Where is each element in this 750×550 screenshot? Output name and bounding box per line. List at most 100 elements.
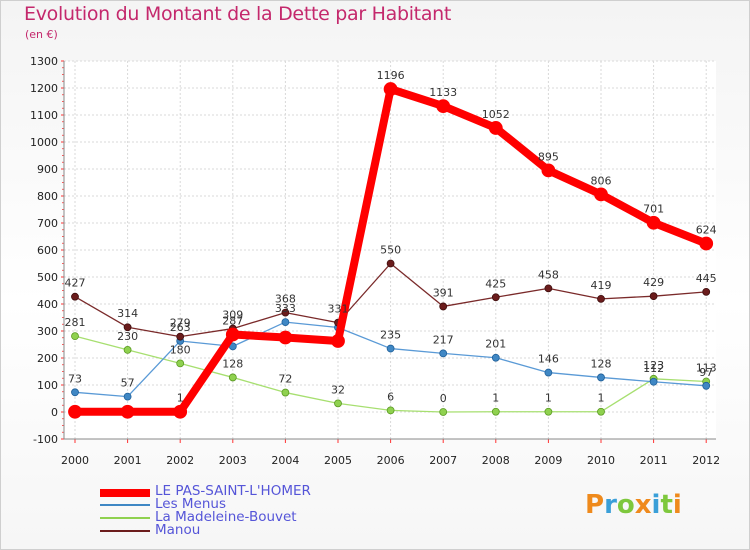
y-tick-label: 0 [51,406,58,419]
x-tick-label: 2005 [324,454,352,467]
data-label-la-madeleine-bouvet: 1 [545,392,552,405]
data-label-le-pas-saint-l-homer: 701 [643,203,664,216]
x-tick-label: 2012 [692,454,720,467]
data-point-le-pas-saint-l-homer [436,99,451,113]
y-tick-label: 800 [37,190,58,203]
data-point-manou [544,284,553,293]
data-point-la-madeleine-bouvet [491,407,500,416]
data-label-manou: 309 [222,309,243,322]
data-point-le-pas-saint-l-homer [699,236,714,251]
x-tick-label: 2004 [271,454,299,467]
legend-label-la-madeleine-bouvet: La Madeleine-Bouvet [155,509,297,525]
logo-letter: i [672,490,682,520]
data-point-la-madeleine-bouvet [334,399,342,408]
y-tick-label: 200 [37,352,58,365]
y-tick-label: 1100 [30,109,58,122]
data-label-la-madeleine-bouvet: 113 [696,361,717,374]
data-point-les-menus [702,381,711,390]
data-point-le-pas-saint-l-homer [278,330,293,345]
data-point-la-madeleine-bouvet [176,359,185,368]
data-label-la-madeleine-bouvet: 180 [170,343,191,356]
logo-letter: x [634,490,652,520]
legend-label-le-pas-saint-l-homer: LE PAS-SAINT-L'HOMER [155,483,311,499]
data-label-la-madeleine-bouvet: 128 [222,357,243,370]
data-point-le-pas-saint-l-homer [120,404,135,419]
legend-swatch-le-pas-saint-l-homer [100,489,150,497]
data-point-les-menus [281,318,290,326]
data-point-la-madeleine-bouvet [123,345,132,354]
data-point-manou [649,292,658,301]
data-label-les-menus: 128 [591,357,612,370]
data-label-le-pas-saint-l-homer: 1052 [482,108,510,121]
legend-label-les-menus: Les Menus [155,496,227,512]
data-label-manou: 368 [275,293,296,306]
legend-swatch-manou [100,530,150,532]
x-tick-label: 2010 [587,454,615,467]
data-label-manou: 427 [65,277,86,290]
data-label-la-madeleine-bouvet: 6 [387,390,394,403]
y-tick-label: 600 [37,244,58,257]
x-tick-label: 2002 [166,454,194,467]
data-label-manou: 550 [380,244,401,257]
logo-letter: r [604,490,617,520]
data-label-les-menus: 235 [380,329,401,342]
data-label-la-madeleine-bouvet: 32 [331,383,345,396]
y-tick-label: -100 [33,433,58,446]
data-point-manou [71,292,79,301]
data-point-le-pas-saint-l-homer [225,327,240,342]
chart-title: Evolution du Montant de la Dette par Hab… [24,3,452,25]
data-point-manou [281,308,290,317]
data-label-les-menus: 97 [699,366,713,379]
data-point-les-menus [439,349,448,358]
data-label-manou: 429 [643,276,664,289]
y-tick-label: 300 [37,325,58,338]
x-tick-label: 2006 [377,454,405,467]
data-label-le-pas-saint-l-homer: 895 [538,150,559,163]
data-point-le-pas-saint-l-homer [331,334,345,348]
data-label-la-madeleine-bouvet: 230 [117,330,138,343]
y-tick-label: 100 [37,379,58,392]
y-tick-label: 900 [37,163,58,176]
data-point-manou [597,294,605,303]
data-point-manou [176,332,185,341]
data-label-les-menus: 57 [121,377,135,390]
data-label-manou: 279 [170,317,191,330]
x-tick-label: 2007 [429,454,457,467]
logo-letter: P [585,490,605,520]
legend-label-manou: Manou [155,522,201,538]
data-label-les-menus: 263 [170,321,191,334]
y-tick-label: 1000 [30,136,58,149]
data-label-le-pas-saint-l-homer: 287 [222,315,243,328]
data-point-la-madeleine-bouvet [386,406,395,415]
x-tick-label: 2000 [61,454,89,467]
data-point-la-madeleine-bouvet [71,332,79,341]
data-point-les-menus [71,388,79,397]
data-point-le-pas-saint-l-homer [173,404,188,419]
logo-letter: t [660,490,673,520]
data-label-manou: 391 [433,286,454,299]
data-point-manou [491,293,500,302]
data-label-manou: 419 [591,279,612,292]
x-tick-label: 2001 [114,454,142,467]
data-label-les-menus: 217 [433,333,454,346]
x-tick-label: 2008 [482,454,510,467]
data-label-le-pas-saint-l-homer: 1133 [429,86,457,99]
data-label-la-madeleine-bouvet: 72 [278,373,292,386]
y-tick-label: 400 [37,298,58,311]
y-tick-label: 1300 [30,55,58,68]
data-point-le-pas-saint-l-homer [594,187,608,202]
data-point-le-pas-saint-l-homer [68,404,82,419]
chart-subtitle: (en €) [25,28,58,41]
proxiti-logo: Proxiti [585,490,682,520]
data-point-manou [439,302,448,311]
data-label-les-menus: 201 [485,338,506,351]
data-label-la-madeleine-bouvet: 123 [643,359,664,372]
data-label-les-menus: 146 [538,353,559,366]
data-point-la-madeleine-bouvet [281,388,290,397]
data-label-la-madeleine-bouvet: 1 [598,392,605,405]
data-label-manou: 314 [117,307,138,320]
y-tick-label: 1200 [30,82,58,95]
data-point-manou [123,323,132,332]
data-label-les-menus: 333 [275,302,296,315]
